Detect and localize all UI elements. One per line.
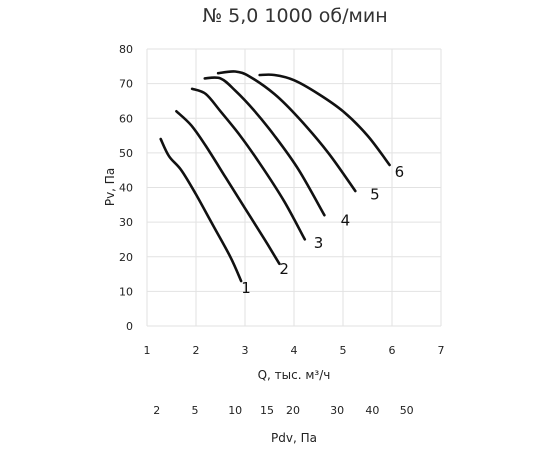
y-axis-label: Pv, Па [103,168,117,206]
y-axis-ticks: 0 10 20 30 40 50 60 70 80 [119,43,133,333]
curve-label-4: 4 [341,212,351,230]
y-tick-label: 40 [119,182,133,195]
pdv-tick-label: 10 [228,404,242,417]
x-axis-label: Q, тыс. м³/ч [258,368,331,382]
curve-label-1: 1 [241,279,251,297]
pdv-tick-label: 50 [400,404,414,417]
x-tick-label: 6 [389,344,396,357]
pdv-tick-label: 2 [153,404,160,417]
y-tick-label: 50 [119,147,133,160]
x-axis-ticks: 1 2 3 4 5 6 7 [144,344,445,357]
curve-label-2: 2 [279,260,289,278]
curve-6 [258,73,391,167]
pdv-tick-label: 20 [286,404,300,417]
curve-label-3: 3 [314,234,324,252]
grid [146,48,442,327]
y-tick-label: 0 [126,320,133,333]
pdv-tick-label: 15 [260,404,274,417]
curve-5 [216,70,357,193]
curves [159,70,391,283]
x-tick-label: 2 [193,344,200,357]
pdv-axis-ticks: 2 5 10 15 20 30 40 50 [153,404,413,417]
y-tick-label: 20 [119,251,133,264]
chart-title: № 5,0 1000 об/мин [202,5,387,27]
pdv-axis-label: Pdv, Па [271,431,317,445]
curve-3 [190,87,307,241]
x-tick-label: 5 [340,344,347,357]
curve-label-5: 5 [370,186,380,204]
y-tick-label: 80 [119,43,133,56]
curve-label-6: 6 [395,163,405,181]
y-tick-label: 70 [119,78,133,91]
pdv-tick-label: 5 [192,404,199,417]
x-tick-label: 7 [438,344,445,357]
x-tick-label: 1 [144,344,151,357]
y-tick-label: 30 [119,216,133,229]
x-tick-label: 4 [291,344,298,357]
y-tick-label: 10 [119,285,133,298]
curve-1 [159,137,243,283]
y-tick-label: 60 [119,112,133,125]
curve-2 [175,110,281,265]
curve-4 [203,76,326,217]
pdv-tick-label: 40 [365,404,379,417]
pdv-tick-label: 30 [330,404,344,417]
x-tick-label: 3 [242,344,249,357]
